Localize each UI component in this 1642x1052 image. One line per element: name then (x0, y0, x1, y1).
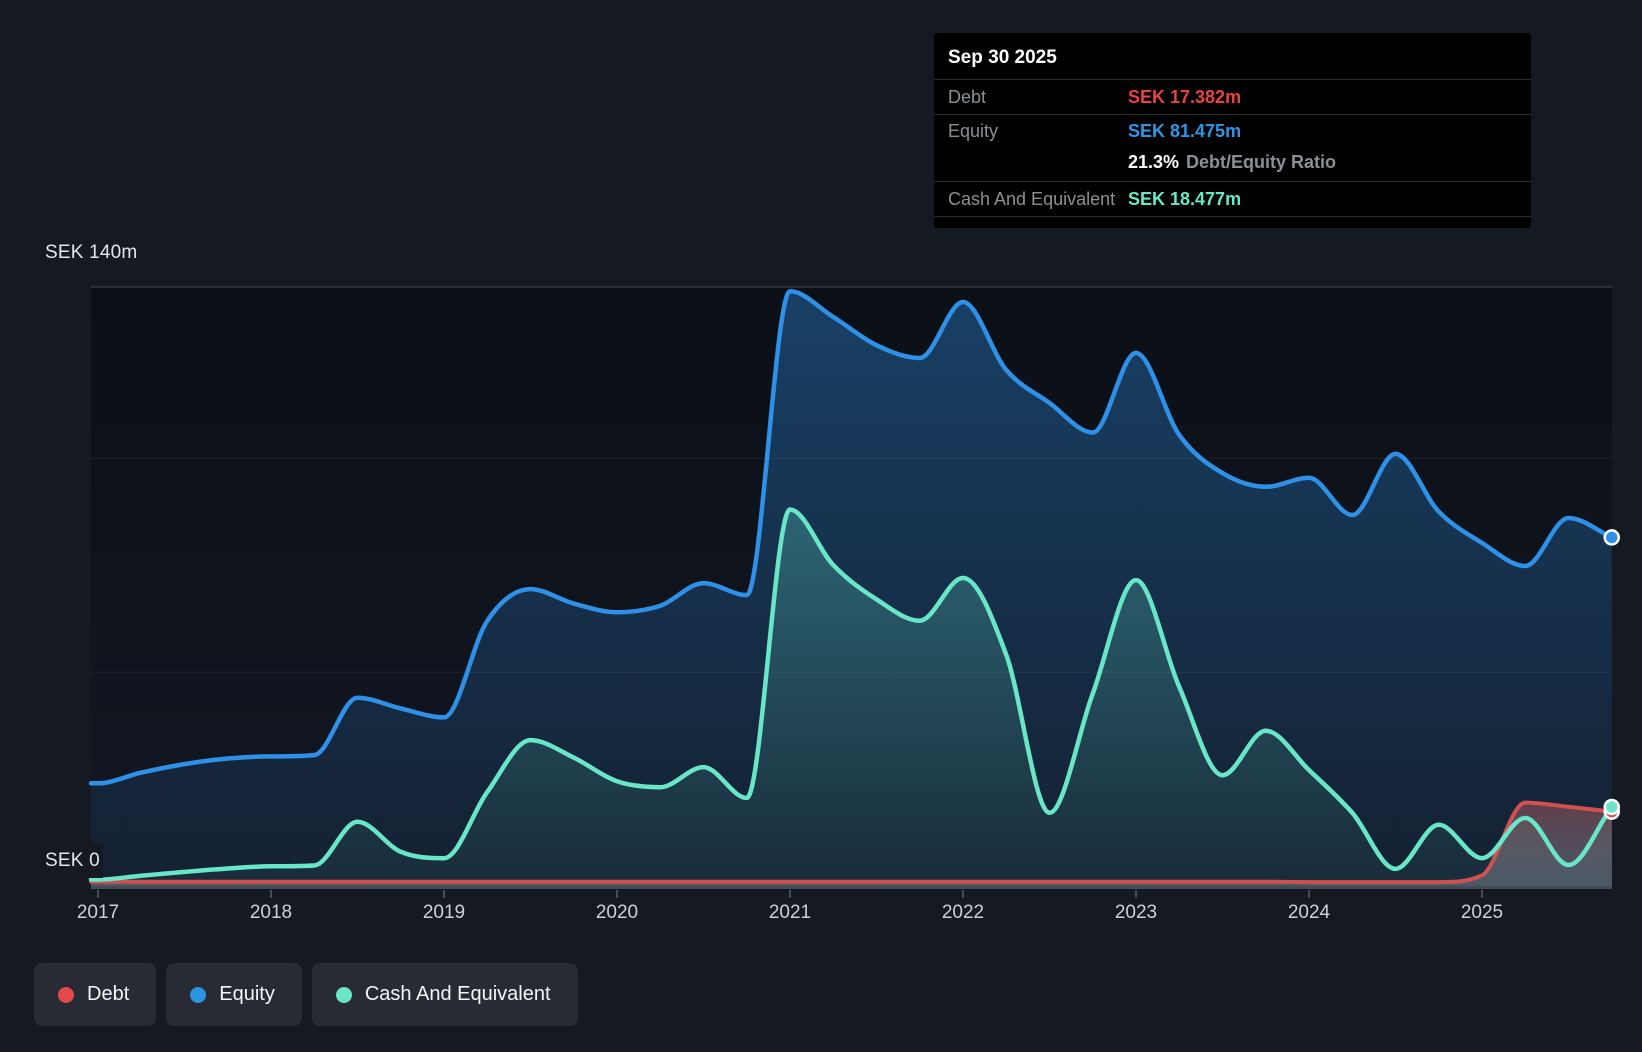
equity-dot-icon (190, 986, 207, 1003)
x-axis-label-2017: 2017 (76, 902, 120, 923)
legend-cash-label: Cash And Equivalent (364, 983, 551, 1005)
x-axis-label-2022: 2022 (941, 902, 985, 923)
tooltip-date: Sep 30 2025 (934, 33, 1531, 80)
tooltip-row-ratio: 21.3% Debt/Equity Ratio (934, 148, 1531, 182)
x-axis-label-2020: 2020 (595, 902, 639, 923)
tooltip-cash-label: Cash And Equivalent (948, 188, 1116, 209)
x-axis-label-2021: 2021 (768, 902, 812, 923)
cash-endpoint-marker[interactable] (1603, 798, 1620, 816)
tooltip-ratio-label: Debt/Equity Ratio (1186, 152, 1337, 172)
tooltip-row-cash: Cash And Equivalent SEK 18.477m (934, 182, 1531, 217)
chart-tooltip: Sep 30 2025 Debt SEK 17.382m Equity SEK … (934, 33, 1531, 228)
tooltip-cash-value: SEK 18.477m (1128, 188, 1242, 209)
tooltip-equity-value: SEK 81.475m (1128, 121, 1242, 141)
legend-debt-label: Debt (87, 983, 130, 1005)
legend-equity-label: Equity (219, 983, 275, 1005)
x-axis-label-2018: 2018 (249, 902, 293, 923)
legend-item-equity[interactable]: Equity (166, 963, 302, 1026)
legend-item-cash[interactable]: Cash And Equivalent (311, 963, 578, 1026)
equity-endpoint-marker[interactable] (1603, 529, 1620, 546)
tooltip-debt-label: Debt (948, 86, 987, 107)
x-axis-label-2025: 2025 (1460, 902, 1504, 923)
tooltip-row-debt: Debt SEK 17.382m (934, 80, 1531, 115)
legend-item-debt[interactable]: Debt (34, 963, 157, 1026)
tooltip-row-equity: Equity SEK 81.475m (934, 115, 1531, 148)
cash-line (88, 507, 1615, 882)
tooltip-equity-label: Equity (948, 121, 999, 141)
x-axis-label-2019: 2019 (422, 902, 466, 923)
debt-dot-icon (58, 986, 74, 1003)
y-axis-zero-label: SEK 0 (0, 843, 103, 878)
x-axis-label-2024: 2024 (1287, 902, 1331, 923)
legend: Debt Equity Cash And Equivalent (34, 963, 578, 1026)
tooltip-debt-value: SEK 17.382m (1128, 86, 1242, 107)
cash-dot-icon (335, 986, 352, 1003)
equity-line (88, 289, 1615, 786)
tooltip-ratio-value: 21.3% (1128, 152, 1180, 172)
cash-area (91, 509, 1612, 886)
y-axis-max-label: SEK 140m (0, 235, 138, 270)
debt-line (89, 800, 1614, 885)
x-axis-label-2023: 2023 (1114, 902, 1158, 923)
